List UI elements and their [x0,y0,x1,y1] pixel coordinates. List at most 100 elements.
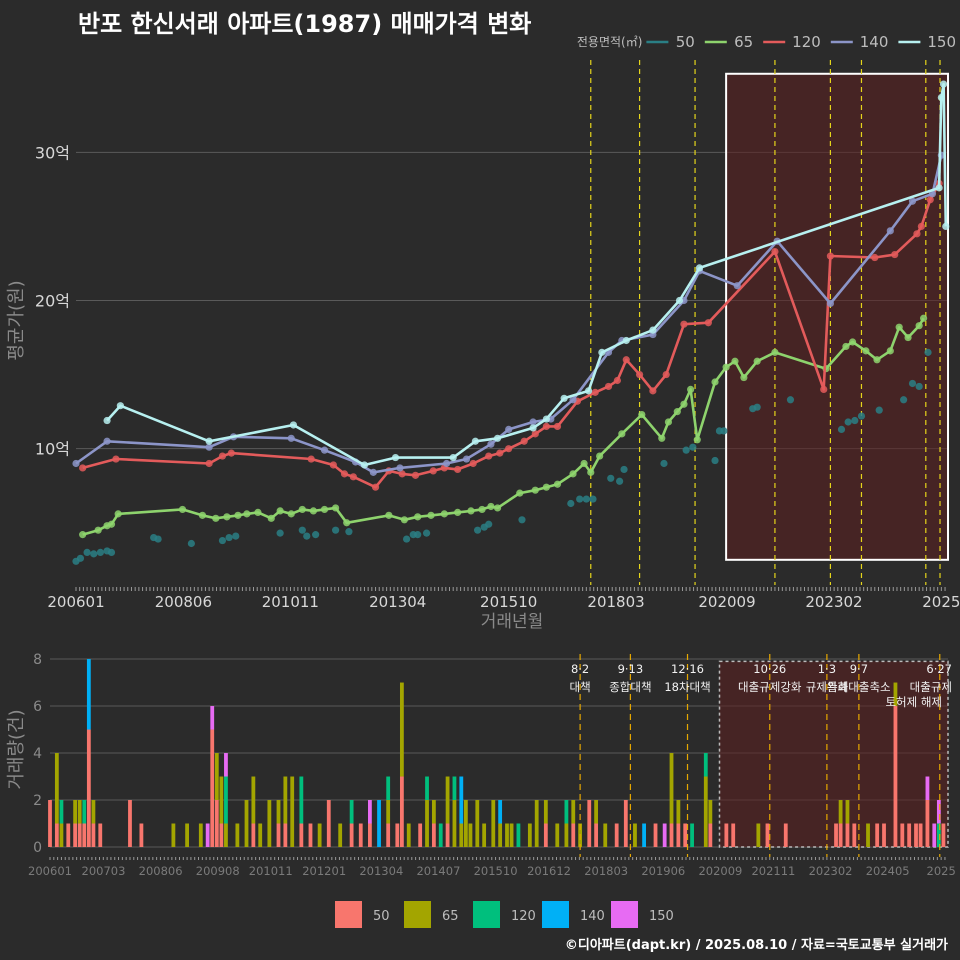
data-point-150 [942,222,950,231]
volume-bar-120 [349,800,354,824]
data-point-50 [414,531,422,539]
volume-bar-120 [516,823,521,847]
volume-bar-120 [224,776,228,824]
data-point-65 [848,338,857,346]
volume-bar-50 [834,823,838,847]
policy-event-date: 12·16 [671,662,704,676]
bar-x-tick-label: 201906 [641,864,685,878]
data-point-140 [886,227,894,235]
data-point-150 [560,394,568,402]
volume-bar-65 [866,823,870,847]
data-point-65 [223,513,231,521]
data-point-150 [935,184,943,192]
volume-bar-65 [224,823,228,847]
bar-legend-label-120: 120 [511,909,536,924]
policy-event-date: 9·7 [850,662,868,676]
volume-bar-50 [765,823,770,847]
data-point-50 [567,499,575,508]
bar-x-tick-label: 200806 [139,864,183,878]
data-point-120 [926,196,934,204]
volume-bar-120 [299,776,304,824]
volume-bar-65 [543,800,548,824]
data-point-50 [844,418,852,426]
volume-bar-65 [59,823,64,847]
data-point-150 [471,437,479,445]
volume-bar-65 [468,823,473,847]
bar-x-tick-label: 202009 [698,864,742,878]
volume-bar-65 [171,823,176,847]
data-point-50 [474,526,482,534]
data-point-150 [542,415,550,423]
volume-bar-50 [543,823,548,847]
data-point-140 [205,443,213,451]
volume-bar-120 [425,776,429,801]
credit-line: ©디아파트(dapt.kr) / 2025.08.10 / 자료=국토교통부 실… [564,938,948,953]
x-tick-label: 201803 [587,593,644,611]
bar-y-tick-label: 2 [33,793,42,809]
data-point-150 [103,416,111,425]
data-point-140 [396,464,404,472]
bar-x-tick-label: 201803 [584,864,628,878]
data-point-120 [635,370,644,379]
volume-bar-150 [224,753,228,777]
data-point-150 [695,264,704,272]
volume-bar-50 [418,823,423,847]
volume-bar-120 [936,823,941,847]
volume-bar-50 [299,823,304,847]
data-point-120 [826,252,835,260]
data-point-120 [371,483,380,491]
volume-bar-50 [852,823,857,847]
data-point-140 [505,425,513,434]
policy-event-label: 대출규제강화 [738,680,802,694]
data-point-50 [422,529,431,537]
policy-event-date: 10·26 [753,662,786,676]
volume-bar-65 [386,800,391,824]
data-point-150 [649,326,657,334]
volume-bar-65 [838,800,843,824]
data-point-65 [454,508,462,516]
data-point-65 [904,333,912,342]
data-point-120 [871,253,879,262]
data-point-120 [429,467,437,475]
x-tick-label: 2025 [922,593,960,611]
volume-bar-65 [77,800,82,824]
volume-bar-50 [925,800,930,847]
data-point-50 [312,531,320,539]
data-point-120 [112,455,120,463]
data-point-50 [218,536,227,545]
bar-x-tick-label: 201304 [359,864,403,878]
volume-bar-65 [185,823,189,847]
data-point-65 [638,410,646,419]
volume-bar-65 [317,823,322,847]
volume-bar-65 [219,776,224,824]
volume-bar-65 [463,800,468,847]
data-point-120 [604,382,613,391]
data-point-50 [900,396,908,404]
data-point-120 [79,464,87,472]
data-point-120 [531,430,539,438]
volume-bar-50 [386,823,391,847]
bar-y-axis-title: 거래량(건) [6,709,27,789]
volume-bar-150 [205,823,210,847]
data-point-50 [107,548,116,557]
volume-bar-150 [662,823,667,847]
data-point-120 [704,319,712,327]
data-point-120 [469,459,477,468]
data-point-65 [731,357,739,365]
volume-bar-65 [555,823,560,847]
volume-bar-50 [614,823,619,847]
data-point-65 [234,511,242,519]
data-point-150 [391,453,400,462]
data-point-120 [520,437,528,445]
x-axis-title: 거래년월 [481,612,544,632]
data-point-50 [837,425,846,434]
data-point-120 [649,387,657,395]
data-point-50 [660,459,668,468]
data-point-65 [385,511,393,519]
legend-label-120: 120 [792,33,821,51]
data-point-50 [720,427,728,435]
data-point-150 [937,93,945,102]
data-point-120 [891,250,899,259]
data-point-140 [733,282,741,290]
data-point-65 [711,378,719,386]
